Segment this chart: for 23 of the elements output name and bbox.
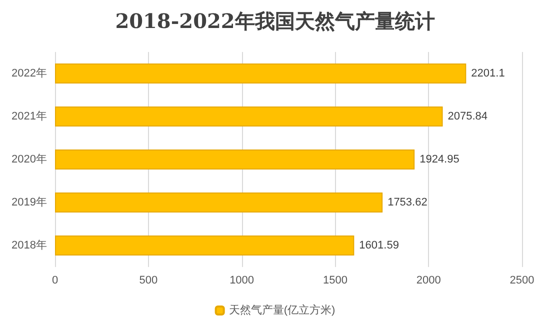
bar <box>55 150 415 170</box>
chart-title: 2018-2022年我国天然气产量统计 <box>115 9 435 33</box>
data-label: 2201.1 <box>471 68 505 80</box>
y-tick-label: 2020年 <box>12 154 47 166</box>
x-tick-label: 1500 <box>322 274 348 286</box>
x-tick-label: 1000 <box>230 274 254 286</box>
data-label: 1601.59 <box>359 240 399 252</box>
data-label: 1753.62 <box>388 196 428 208</box>
x-tick-label: 500 <box>139 274 158 286</box>
x-tick-label: 0 <box>52 274 58 286</box>
bar <box>55 64 466 84</box>
bar <box>55 192 383 212</box>
data-label: 1924.95 <box>420 154 460 166</box>
data-label: 2075.84 <box>448 110 488 122</box>
y-tick-label: 2019年 <box>12 196 47 208</box>
bar <box>55 106 443 126</box>
x-tick-label: 2000 <box>416 274 441 286</box>
x-tick-label: 2500 <box>510 274 534 286</box>
y-tick-label: 2021年 <box>12 110 47 122</box>
bar <box>55 236 354 256</box>
y-tick-label: 2018年 <box>12 240 47 252</box>
legend-label: 天然气产量(亿立方米) <box>228 304 336 316</box>
y-tick-label: 2022年 <box>12 68 47 80</box>
